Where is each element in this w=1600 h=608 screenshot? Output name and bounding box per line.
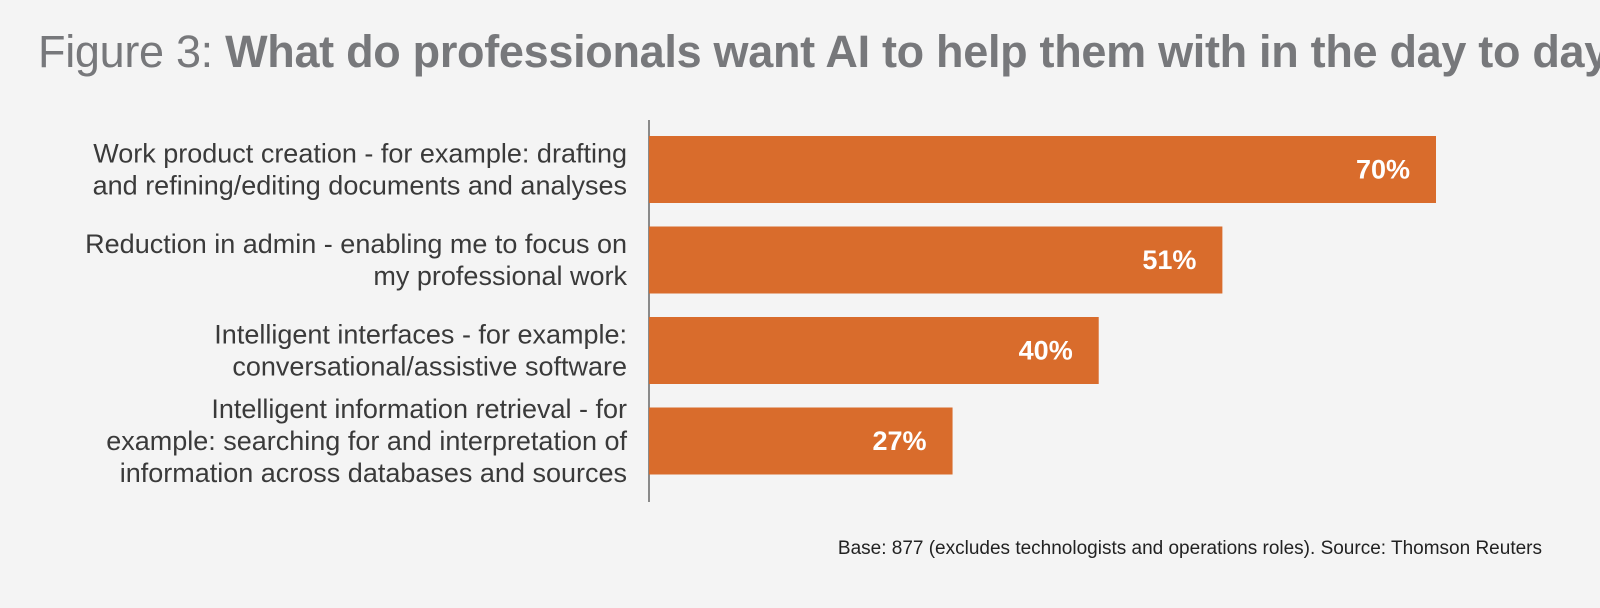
- category-label-line: Work product creation - for example: dra…: [93, 139, 627, 169]
- category-label-line: conversational/assistive software: [232, 352, 627, 382]
- bar: [649, 407, 953, 475]
- category-label-line: information across databases and sources: [120, 458, 627, 488]
- chart-title: Figure 3: What do professionals want AI …: [38, 26, 1600, 78]
- category-label-line: my professional work: [373, 261, 627, 291]
- chart-title-text: What do professionals want AI to help th…: [225, 26, 1600, 77]
- bar-value-label: 27%: [873, 426, 927, 456]
- category-label-line: Intelligent information retrieval - for: [211, 394, 627, 424]
- bar-value-label: 51%: [1142, 245, 1196, 275]
- category-label: Reduction in admin - enabling me to focu…: [85, 229, 627, 291]
- bar: [649, 317, 1099, 384]
- bar: [649, 226, 1223, 294]
- category-label-line: example: searching for and interpretatio…: [106, 426, 627, 456]
- category-label-line: Intelligent interfaces - for example:: [214, 320, 627, 350]
- bar-value-label: 70%: [1356, 155, 1410, 185]
- category-label-line: and refining/editing documents and analy…: [93, 171, 627, 201]
- chart-footnote: Base: 877 (excludes technologists and op…: [837, 538, 1542, 559]
- category-label: Work product creation - for example: dra…: [93, 139, 627, 201]
- category-label-line: Reduction in admin - enabling me to focu…: [85, 229, 627, 259]
- figure-number: Figure 3:: [38, 26, 226, 77]
- category-label: Intelligent interfaces - for example: con…: [214, 320, 627, 382]
- bar-value-label: 40%: [1019, 336, 1073, 366]
- category-label: Intelligent information retrieval - for e…: [106, 394, 627, 488]
- bar: [649, 136, 1436, 203]
